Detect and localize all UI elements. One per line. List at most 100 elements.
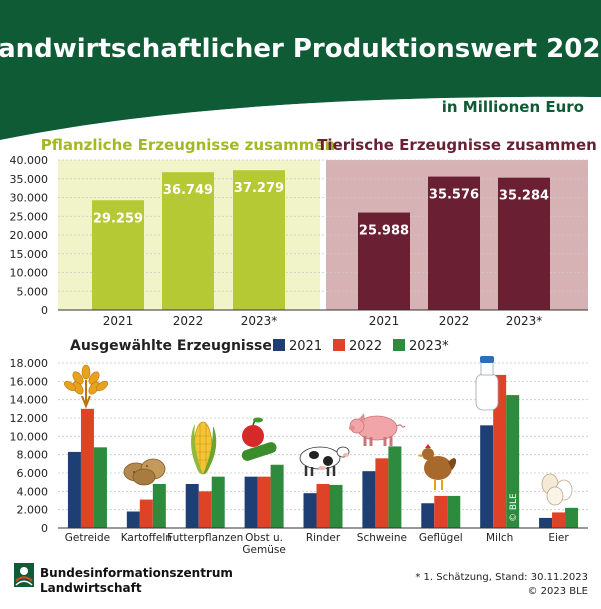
- detail-y-tick-label: 6.000: [17, 467, 49, 480]
- wheat-icon: [64, 364, 108, 409]
- org-name-line1: Bundesinformationszentrum: [40, 566, 233, 580]
- detail-bars: [67, 374, 579, 528]
- detail-bar: [126, 511, 140, 528]
- page-title: Landwirtschaftlicher Produktionswert 202…: [0, 34, 601, 64]
- detail-x-tick-label: Geflügel: [419, 532, 463, 544]
- detail-bar: [244, 476, 258, 528]
- top-bar-value-label: 35.284: [499, 189, 549, 204]
- top-bar-value-label: 35.576: [429, 188, 479, 203]
- legend: 2021 2022 2023*: [273, 339, 449, 354]
- detail-bar: [362, 471, 376, 528]
- animal-chart-title: Tierische Erzeugnisse zusammen: [317, 136, 597, 154]
- detail-x-tick-label: Gemüse: [242, 544, 285, 556]
- detail-x-tick-label: Eier: [548, 532, 569, 544]
- top-x-tick-label: 2023*: [506, 314, 543, 328]
- detail-bar: [257, 476, 271, 528]
- legend-label: 2023*: [409, 339, 449, 354]
- top-x-tick-label: 2021: [369, 314, 400, 328]
- detail-y-tick-label: 2.000: [17, 504, 49, 517]
- top-x-tick-label: 2021: [103, 314, 134, 328]
- top-y-tick-label: 15.000: [10, 248, 49, 261]
- detail-bar: [480, 425, 494, 528]
- top-bar: [162, 172, 214, 310]
- detail-x-tick-label: Obst u.: [245, 532, 283, 544]
- detail-bar: [198, 491, 212, 528]
- detail-y-tick-label: 0: [41, 522, 48, 535]
- header: Landwirtschaftlicher Produktionswert 202…: [0, 0, 601, 146]
- top-y-axis: 0 5.000 10.000 15.000 20.000 25.000 30.000 35.0…: [10, 154, 49, 317]
- top-y-tick-label: 35.000: [10, 173, 49, 186]
- top-x-tick-label: 2023*: [241, 314, 278, 328]
- detail-bar: [270, 464, 284, 528]
- top-bar-value-label: 29.259: [93, 211, 143, 226]
- detail-bar: [211, 476, 225, 528]
- legend-swatch: [393, 339, 405, 351]
- detail-bar: [80, 408, 94, 528]
- detail-x-tick-label: Milch: [486, 532, 513, 544]
- header-background: [0, 0, 601, 140]
- top-y-tick-label: 10.000: [10, 267, 49, 280]
- footer-copyright: © 2023 BLE: [527, 586, 588, 597]
- detail-bar: [447, 495, 461, 528]
- detail-x-tick-label: Rinder: [306, 532, 341, 544]
- legend-label: 2021: [289, 339, 322, 354]
- legend-swatch: [333, 339, 345, 351]
- pig-icon: [349, 413, 406, 446]
- detail-x-tick-label: Futterpflanzen: [167, 532, 243, 544]
- detail-bar: [421, 503, 435, 528]
- top-x-tick-label: 2022: [173, 314, 204, 328]
- eggs-icon: [541, 473, 573, 506]
- detail-bar: [388, 446, 402, 528]
- detail-bar: [139, 499, 153, 528]
- detail-y-tick-label: 10.000: [10, 430, 49, 443]
- detail-bar: [316, 484, 330, 528]
- ble-logo-icon: [14, 563, 34, 587]
- potatoes-icon: [123, 458, 166, 486]
- detail-bar: [152, 484, 166, 528]
- top-y-tick-label: 25.000: [10, 210, 49, 223]
- detail-bar: [565, 507, 579, 528]
- copyright-vertical: © BLE: [509, 493, 519, 522]
- detail-bar: [93, 447, 107, 528]
- top-bar: [498, 177, 550, 310]
- unit-label: in Millionen Euro: [442, 98, 584, 116]
- plant-chart-title: Pflanzliche Erzeugnisse zusammen: [41, 136, 336, 154]
- cow-icon: [299, 446, 350, 476]
- top-y-tick-label: 5.000: [17, 285, 49, 298]
- top-bar-value-label: 36.749: [163, 183, 213, 198]
- apple-cucumber-icon: [241, 417, 277, 461]
- detail-bar: [552, 512, 566, 528]
- detail-bar: [434, 495, 448, 528]
- top-bar: [428, 176, 480, 310]
- detail-y-tick-label: 4.000: [17, 485, 49, 498]
- top-bar-value-label: 37.279: [234, 181, 284, 196]
- top-bars: 29.259 2021 36.749 2022 37.279 2023* 25.988 202…: [92, 170, 550, 328]
- chicken-icon: [417, 444, 457, 490]
- top-y-tick-label: 20.000: [10, 229, 49, 242]
- milk-bottle-icon: [475, 356, 499, 411]
- top-bar-value-label: 25.988: [359, 224, 409, 239]
- detail-y-tick-label: 8.000: [17, 449, 49, 462]
- detail-bar: [375, 458, 389, 528]
- detail-y-tick-label: 16.000: [10, 375, 49, 388]
- top-bar: [92, 200, 144, 310]
- detail-y-axis: 0 2.000 4.000 6.000 8.000 10.000 12.000 14.000 1…: [10, 357, 49, 535]
- top-y-tick-label: 30.000: [10, 192, 49, 205]
- detail-bar: [67, 451, 81, 528]
- top-bar: [358, 212, 410, 310]
- detail-bar: [493, 374, 507, 528]
- detail-x-tick-label: Getreide: [65, 532, 110, 544]
- top-bar: [233, 170, 285, 310]
- detail-x-tick-label: Schweine: [357, 532, 407, 544]
- legend-swatch: [273, 339, 285, 351]
- org-name-line2: Landwirtschaft: [40, 581, 142, 595]
- legend-label: 2022: [349, 339, 382, 354]
- top-y-tick-label: 0: [41, 304, 48, 317]
- footnote: * 1. Schätzung, Stand: 30.11.2023: [415, 572, 588, 583]
- detail-bar: [185, 484, 199, 528]
- detail-x-tick-label: Kartoffeln: [121, 532, 172, 544]
- detail-y-tick-label: 12.000: [10, 412, 49, 425]
- detail-bar: [329, 484, 343, 528]
